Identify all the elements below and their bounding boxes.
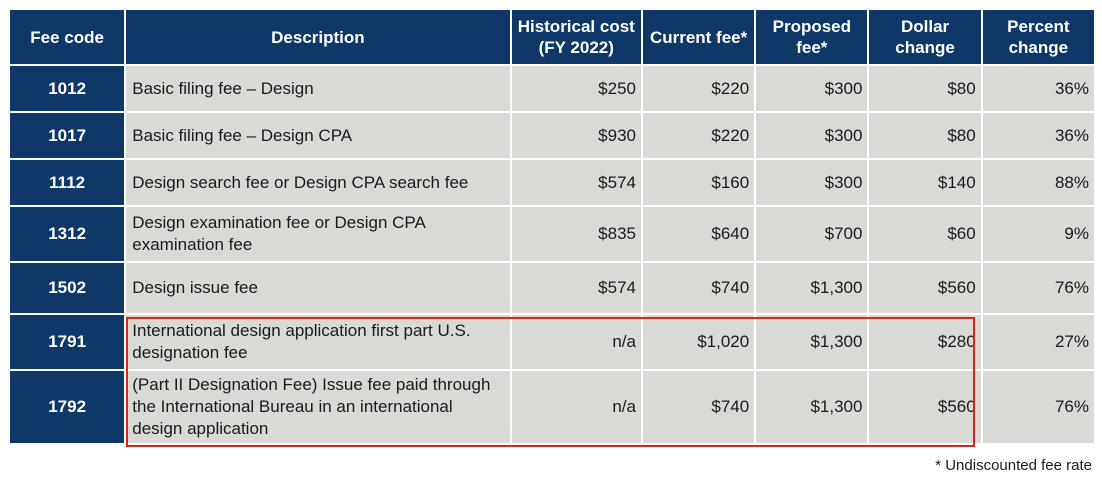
description-cell: Design examination fee or Design CPA exa… (126, 207, 510, 261)
proposed-fee-cell: $1,300 (756, 315, 868, 369)
header-current-fee: Current fee* (642, 10, 755, 64)
table-row: 1012 Basic filing fee – Design $250 $220… (10, 66, 1094, 111)
proposed-fee-cell: $1,300 (756, 263, 868, 313)
fee-code-cell: 1502 (10, 263, 125, 313)
current-fee-cell: $640 (642, 207, 755, 261)
current-fee-cell: $220 (642, 66, 755, 111)
dollar-change-cell: $80 (869, 113, 981, 158)
table-row: 1502 Design issue fee $574 $740 $1,300 $… (10, 263, 1094, 313)
proposed-fee-cell: $1,300 (756, 371, 868, 443)
percent-change-cell: 27% (982, 315, 1094, 369)
percent-change-cell: 76% (982, 263, 1094, 313)
current-fee-cell: $740 (642, 371, 755, 443)
fee-code-cell: 1112 (10, 160, 125, 205)
percent-change-cell: 88% (982, 160, 1094, 205)
dollar-change-cell: $560 (869, 371, 981, 443)
proposed-fee-cell: $300 (756, 160, 868, 205)
percent-change-cell: 9% (982, 207, 1094, 261)
percent-change-cell: 36% (982, 113, 1094, 158)
fee-code-cell: 1312 (10, 207, 125, 261)
header-dollar-change: Dollar change (869, 10, 981, 64)
proposed-fee-cell: $300 (756, 113, 868, 158)
dollar-change-cell: $60 (869, 207, 981, 261)
description-cell: Design search fee or Design CPA search f… (126, 160, 510, 205)
footnote: * Undiscounted fee rate (935, 457, 1092, 474)
fee-code-cell: 1791 (10, 315, 125, 369)
dollar-change-cell: $280 (869, 315, 981, 369)
fee-table: Fee code Description Historical cost (FY… (8, 8, 1096, 445)
fee-code-cell: 1792 (10, 371, 125, 443)
dollar-change-cell: $560 (869, 263, 981, 313)
header-percent-change: Percent change (982, 10, 1094, 64)
fee-code-cell: 1017 (10, 113, 125, 158)
description-cell: Basic filing fee – Design (126, 66, 510, 111)
current-fee-cell: $1,020 (642, 315, 755, 369)
header-description: Description (126, 10, 510, 64)
table-row: 1791 International design application fi… (10, 315, 1094, 369)
table-row: 1017 Basic filing fee – Design CPA $930 … (10, 113, 1094, 158)
dollar-change-cell: $80 (869, 66, 981, 111)
historical-cost-cell: n/a (511, 315, 641, 369)
historical-cost-cell: $250 (511, 66, 641, 111)
header-historical-cost: Historical cost (FY 2022) (511, 10, 641, 64)
table-row: 1312 Design examination fee or Design CP… (10, 207, 1094, 261)
description-cell: International design application first p… (126, 315, 510, 369)
percent-change-cell: 36% (982, 66, 1094, 111)
fee-code-cell: 1012 (10, 66, 125, 111)
description-cell: (Part II Designation Fee) Issue fee paid… (126, 371, 510, 443)
historical-cost-cell: $835 (511, 207, 641, 261)
proposed-fee-cell: $700 (756, 207, 868, 261)
percent-change-cell: 76% (982, 371, 1094, 443)
current-fee-cell: $160 (642, 160, 755, 205)
header-fee-code: Fee code (10, 10, 125, 64)
current-fee-cell: $220 (642, 113, 755, 158)
historical-cost-cell: $574 (511, 160, 641, 205)
description-cell: Design issue fee (126, 263, 510, 313)
historical-cost-cell: n/a (511, 371, 641, 443)
dollar-change-cell: $140 (869, 160, 981, 205)
header-proposed-fee: Proposed fee* (756, 10, 868, 64)
description-cell: Basic filing fee – Design CPA (126, 113, 510, 158)
table-row: 1112 Design search fee or Design CPA sea… (10, 160, 1094, 205)
historical-cost-cell: $574 (511, 263, 641, 313)
header-row: Fee code Description Historical cost (FY… (10, 10, 1094, 64)
historical-cost-cell: $930 (511, 113, 641, 158)
proposed-fee-cell: $300 (756, 66, 868, 111)
current-fee-cell: $740 (642, 263, 755, 313)
table-row: 1792 (Part II Designation Fee) Issue fee… (10, 371, 1094, 443)
